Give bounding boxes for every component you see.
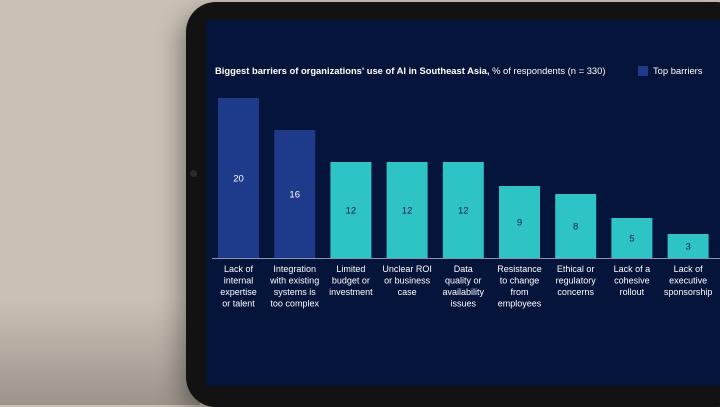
data-label-1: 16 — [289, 190, 300, 201]
category-label-4: Data quality or availability issues — [443, 264, 485, 309]
legend-label: Top barriers — [653, 65, 703, 76]
category-label-5: Resistance to change from employees — [497, 264, 542, 309]
data-label-6: 8 — [573, 222, 578, 233]
data-label-0: 20 — [233, 174, 244, 185]
category-label-1: Integration with existing systems is too co… — [269, 264, 319, 309]
bar-8 — [667, 234, 709, 258]
background-shadow — [0, 300, 200, 405]
chart-legend: Top barriers — [638, 65, 703, 76]
bar-4 — [442, 162, 484, 258]
tablet-screen: Biggest barriers of organizations' use o… — [206, 20, 720, 386]
bar-3 — [386, 162, 428, 258]
camera-dot — [190, 170, 197, 177]
data-label-3: 12 — [402, 206, 413, 217]
bar-0 — [218, 98, 259, 258]
legend-swatch — [638, 65, 648, 76]
data-label-4: 12 — [458, 206, 469, 217]
chart-title: Biggest barriers of organizations' use o… — [215, 65, 615, 76]
category-label-6: Ethical or regulatory concerns — [556, 264, 597, 297]
bar-5 — [499, 186, 540, 258]
chart-title-main: Biggest barriers of organizations' use o… — [215, 65, 490, 76]
category-label-3: Unclear ROI or business case — [382, 264, 432, 297]
bar-6 — [555, 194, 597, 258]
bar-chart: 20 Lack of internal expertise or talent 16 Int… — [212, 98, 720, 309]
data-label-8: 3 — [685, 242, 690, 253]
bar-7 — [611, 218, 653, 258]
category-label-2: Limited budget or investment — [329, 264, 373, 297]
category-label-8: Lack of executive sponsorship — [664, 264, 713, 297]
data-label-5: 9 — [517, 218, 522, 229]
chart-title-suffix: % of respondents (n = 330) — [489, 65, 606, 76]
bar-2 — [330, 162, 372, 258]
category-label-7: Lack of a cohesive rollout — [614, 264, 651, 297]
data-label-7: 5 — [629, 234, 634, 245]
bar-1 — [274, 130, 316, 258]
category-label-0: Lack of internal expertise or talent — [220, 264, 257, 309]
data-label-2: 12 — [346, 206, 357, 217]
